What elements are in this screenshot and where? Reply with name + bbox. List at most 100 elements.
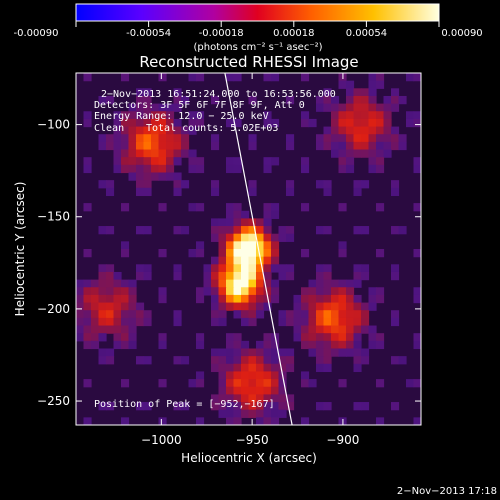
heatmap-cell	[391, 356, 400, 365]
heatmap-cell	[166, 103, 175, 112]
heatmap-cell	[263, 363, 272, 373]
heatmap-cell	[323, 141, 332, 151]
heatmap-cell	[121, 134, 130, 143]
heatmap-cell	[173, 149, 182, 158]
heatmap-cell	[391, 310, 400, 319]
heatmap-cell	[136, 118, 145, 128]
heatmap-cell	[106, 402, 115, 411]
heatmap-cell	[98, 302, 107, 311]
heatmap-cell	[353, 264, 362, 273]
heatmap-cell	[226, 386, 235, 395]
heatmap-cell	[166, 118, 175, 128]
heatmap-cell	[128, 294, 137, 304]
heatmap-cell	[218, 409, 227, 418]
heatmap-cell	[301, 417, 310, 425]
heatmap-cell	[361, 310, 370, 319]
heatmap-cell	[271, 287, 280, 296]
heatmap-cell	[256, 226, 265, 235]
heatmap-cell	[308, 333, 317, 342]
heatmap-cell	[76, 317, 85, 327]
heatmap-cell	[158, 287, 167, 296]
heatmap-cell	[346, 302, 355, 311]
y-tick-label: −150	[37, 210, 70, 224]
heatmap-cell	[241, 264, 250, 273]
heatmap-cell	[76, 287, 85, 296]
heatmap-cell	[106, 348, 115, 357]
heatmap-cell	[353, 279, 362, 288]
heatmap-cell	[256, 294, 265, 304]
heatmap-cell	[143, 111, 152, 120]
heatmap-cell	[316, 333, 325, 342]
heatmap-cell	[248, 141, 257, 151]
heatmap-cell	[383, 126, 392, 135]
heatmap-cell	[331, 333, 340, 342]
heatmap-cell	[361, 95, 370, 105]
heatmap-cell	[188, 149, 197, 158]
heatmap-cell	[121, 111, 130, 120]
x-tick-label: −900	[326, 433, 359, 447]
heatmap-cell	[241, 249, 250, 258]
heatmap-cell	[113, 149, 122, 158]
heatmap-cell	[368, 103, 377, 112]
heatmap-cell	[151, 149, 160, 158]
heatmap-cell	[173, 126, 182, 135]
heatmap-cell	[211, 356, 220, 365]
heatmap-cell	[226, 157, 235, 166]
heatmap-cell	[218, 279, 227, 288]
heatmap-cell	[286, 402, 295, 411]
heatmap-cell	[181, 180, 190, 189]
heatmap-cell	[286, 264, 295, 273]
colorbar	[75, 3, 440, 22]
heatmap-cell	[166, 164, 175, 174]
heatmap-cell	[173, 88, 182, 97]
heatmap-cell	[83, 310, 92, 319]
heatmap-cell	[376, 379, 385, 388]
heatmap-cell	[241, 271, 250, 281]
heatmap-cell	[361, 271, 370, 281]
heatmap-cell	[181, 402, 190, 411]
heatmap-cell	[158, 164, 167, 174]
heatmap-cell	[241, 287, 250, 296]
heatmap-cell	[278, 271, 287, 281]
colorbar-tick-label: 0.00054	[346, 28, 387, 39]
heatmap-cell	[278, 402, 287, 411]
heatmap-cell	[128, 111, 137, 120]
heatmap-cell	[121, 126, 130, 135]
colorbar-tick-label: 0.00090	[441, 28, 482, 39]
heatmap-cell	[353, 95, 362, 105]
heatmap-cell	[286, 226, 295, 235]
heatmap-cell	[211, 271, 220, 281]
heatmap-cell	[158, 340, 167, 350]
heatmap-cell	[226, 233, 235, 242]
heatmap-cell	[376, 73, 385, 82]
heatmap-cell	[226, 402, 235, 411]
heatmap-cell	[106, 325, 115, 334]
heatmap-cell	[248, 279, 257, 288]
heatmap-cell	[143, 317, 152, 327]
colorbar-tick-label: -0.00018	[199, 28, 244, 39]
heatmap-cell	[181, 126, 190, 135]
heatmap-cell	[256, 394, 265, 403]
heatmap-cell	[113, 271, 122, 281]
heatmap-cell	[218, 394, 227, 403]
heatmap-cell	[301, 340, 310, 350]
heatmap-cell	[83, 325, 92, 334]
heatmap-cell	[83, 317, 92, 327]
heatmap-cell	[196, 241, 205, 250]
heatmap-cell	[323, 126, 332, 135]
heatmap-cell	[241, 379, 250, 388]
heatmap-cell	[316, 317, 325, 327]
heatmap-cell	[91, 287, 100, 296]
heatmap-cell	[413, 118, 421, 128]
heatmap-cell	[226, 363, 235, 373]
heatmap-cell	[121, 310, 130, 319]
heatmap-cell	[301, 302, 310, 311]
heatmap-cell	[338, 141, 347, 151]
heatmap-cell	[331, 302, 340, 311]
heatmap-cell	[158, 111, 167, 120]
y-tick-label: −200	[37, 302, 70, 316]
heatmap-cell	[338, 310, 347, 319]
heatmap-cell	[98, 310, 107, 319]
heatmap-cell	[346, 157, 355, 166]
heatmap-cell	[226, 333, 235, 342]
